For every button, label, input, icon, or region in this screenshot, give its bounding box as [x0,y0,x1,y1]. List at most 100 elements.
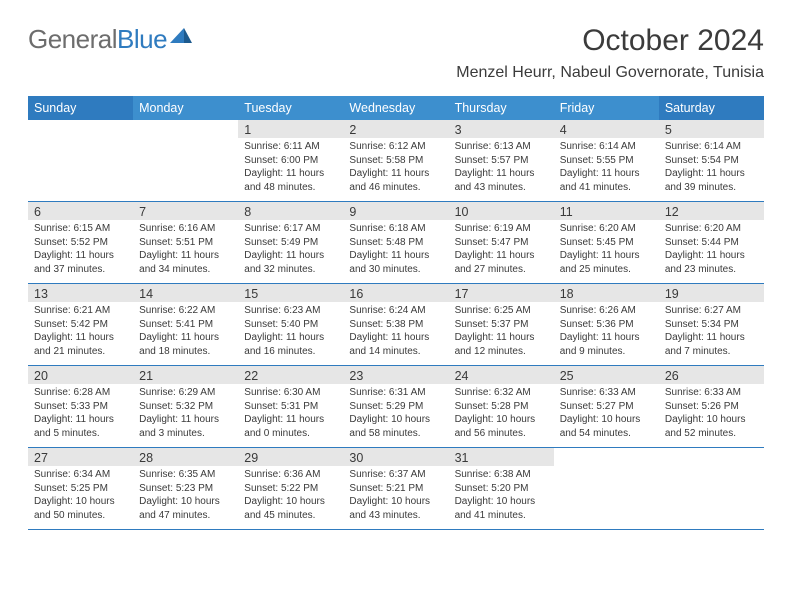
sunrise-text: Sunrise: 6:11 AM [244,140,337,154]
day-info: Sunrise: 6:37 AMSunset: 5:21 PMDaylight:… [343,466,448,529]
day-number-cell: 3 [449,120,554,138]
day-number-cell: 10 [449,202,554,221]
day-info-cell: Sunrise: 6:26 AMSunset: 5:36 PMDaylight:… [554,302,659,366]
day-number-cell: 13 [28,284,133,303]
calendar-head: SundayMondayTuesdayWednesdayThursdayFrid… [28,96,764,120]
title-block: October 2024 Menzel Heurr, Nabeul Govern… [456,24,764,82]
day-number: 9 [343,202,448,220]
day-info: Sunrise: 6:12 AMSunset: 5:58 PMDaylight:… [343,138,448,201]
daylight-text-1: Daylight: 10 hours [34,495,127,509]
day-info-cell: Sunrise: 6:19 AMSunset: 5:47 PMDaylight:… [449,220,554,284]
sunset-text: Sunset: 5:23 PM [139,482,232,496]
day-info-cell: Sunrise: 6:16 AMSunset: 5:51 PMDaylight:… [133,220,238,284]
sunrise-text: Sunrise: 6:33 AM [560,386,653,400]
sunset-text: Sunset: 5:41 PM [139,318,232,332]
day-number [28,120,133,124]
sunrise-text: Sunrise: 6:15 AM [34,222,127,236]
day-info-cell: Sunrise: 6:18 AMSunset: 5:48 PMDaylight:… [343,220,448,284]
day-info-cell: Sunrise: 6:15 AMSunset: 5:52 PMDaylight:… [28,220,133,284]
day-number-cell: 7 [133,202,238,221]
logo-text-blue: Blue [117,24,167,55]
day-info-cell: Sunrise: 6:28 AMSunset: 5:33 PMDaylight:… [28,384,133,448]
sunset-text: Sunset: 5:25 PM [34,482,127,496]
day-info: Sunrise: 6:24 AMSunset: 5:38 PMDaylight:… [343,302,448,365]
day-number-cell: 16 [343,284,448,303]
day-info-cell: Sunrise: 6:35 AMSunset: 5:23 PMDaylight:… [133,466,238,530]
day-header: Wednesday [343,96,448,120]
daylight-text-1: Daylight: 11 hours [455,167,548,181]
day-info-cell: Sunrise: 6:14 AMSunset: 5:54 PMDaylight:… [659,138,764,202]
day-info: Sunrise: 6:38 AMSunset: 5:20 PMDaylight:… [449,466,554,529]
day-info-cell: Sunrise: 6:33 AMSunset: 5:27 PMDaylight:… [554,384,659,448]
day-info-cell: Sunrise: 6:32 AMSunset: 5:28 PMDaylight:… [449,384,554,448]
sunset-text: Sunset: 5:57 PM [455,154,548,168]
week-info-row: Sunrise: 6:28 AMSunset: 5:33 PMDaylight:… [28,384,764,448]
day-info-cell: Sunrise: 6:20 AMSunset: 5:45 PMDaylight:… [554,220,659,284]
daylight-text-2: and 56 minutes. [455,427,548,441]
day-info-cell [133,138,238,202]
sunset-text: Sunset: 5:52 PM [34,236,127,250]
daylight-text-2: and 34 minutes. [139,263,232,277]
sunrise-text: Sunrise: 6:18 AM [349,222,442,236]
day-header: Tuesday [238,96,343,120]
day-number-cell: 23 [343,366,448,385]
sunrise-text: Sunrise: 6:27 AM [665,304,758,318]
day-number: 13 [28,284,133,302]
day-number: 14 [133,284,238,302]
daylight-text-1: Daylight: 10 hours [349,413,442,427]
sunrise-text: Sunrise: 6:14 AM [665,140,758,154]
day-number-cell: 29 [238,448,343,467]
sunrise-text: Sunrise: 6:29 AM [139,386,232,400]
sunrise-text: Sunrise: 6:23 AM [244,304,337,318]
day-number-cell: 4 [554,120,659,138]
daylight-text-1: Daylight: 10 hours [560,413,653,427]
day-number: 6 [28,202,133,220]
day-info-cell: Sunrise: 6:25 AMSunset: 5:37 PMDaylight:… [449,302,554,366]
day-number-cell [554,448,659,467]
daylight-text-2: and 5 minutes. [34,427,127,441]
daylight-text-2: and 32 minutes. [244,263,337,277]
sunrise-text: Sunrise: 6:12 AM [349,140,442,154]
daylight-text-2: and 23 minutes. [665,263,758,277]
daylight-text-2: and 25 minutes. [560,263,653,277]
sunset-text: Sunset: 5:45 PM [560,236,653,250]
day-number: 15 [238,284,343,302]
sunset-text: Sunset: 5:22 PM [244,482,337,496]
header: GeneralBlue October 2024 Menzel Heurr, N… [28,24,764,82]
day-header-row: SundayMondayTuesdayWednesdayThursdayFrid… [28,96,764,120]
daylight-text-1: Daylight: 10 hours [665,413,758,427]
calendar-table: SundayMondayTuesdayWednesdayThursdayFrid… [28,96,764,530]
daylight-text-2: and 30 minutes. [349,263,442,277]
sunset-text: Sunset: 5:34 PM [665,318,758,332]
day-number-cell: 22 [238,366,343,385]
day-info-cell: Sunrise: 6:23 AMSunset: 5:40 PMDaylight:… [238,302,343,366]
day-number-cell [659,448,764,467]
day-info-cell [554,466,659,530]
day-info [133,138,238,197]
daylight-text-1: Daylight: 10 hours [455,413,548,427]
day-info-cell: Sunrise: 6:27 AMSunset: 5:34 PMDaylight:… [659,302,764,366]
day-number-cell: 14 [133,284,238,303]
sunset-text: Sunset: 5:31 PM [244,400,337,414]
sunrise-text: Sunrise: 6:26 AM [560,304,653,318]
day-number-cell: 21 [133,366,238,385]
sunrise-text: Sunrise: 6:38 AM [455,468,548,482]
daylight-text-1: Daylight: 11 hours [349,331,442,345]
daylight-text-2: and 7 minutes. [665,345,758,359]
week-info-row: Sunrise: 6:34 AMSunset: 5:25 PMDaylight:… [28,466,764,530]
sunrise-text: Sunrise: 6:32 AM [455,386,548,400]
week-daynum-row: 6789101112 [28,202,764,221]
day-number-cell: 25 [554,366,659,385]
sunrise-text: Sunrise: 6:17 AM [244,222,337,236]
daylight-text-2: and 58 minutes. [349,427,442,441]
day-number: 10 [449,202,554,220]
day-number-cell: 2 [343,120,448,138]
logo-triangle-icon [170,27,192,43]
daylight-text-1: Daylight: 11 hours [455,249,548,263]
sunset-text: Sunset: 5:32 PM [139,400,232,414]
day-info-cell: Sunrise: 6:34 AMSunset: 5:25 PMDaylight:… [28,466,133,530]
daylight-text-1: Daylight: 10 hours [244,495,337,509]
week-info-row: Sunrise: 6:15 AMSunset: 5:52 PM Daylight:… [28,220,764,284]
day-number-cell: 27 [28,448,133,467]
day-number-cell: 26 [659,366,764,385]
